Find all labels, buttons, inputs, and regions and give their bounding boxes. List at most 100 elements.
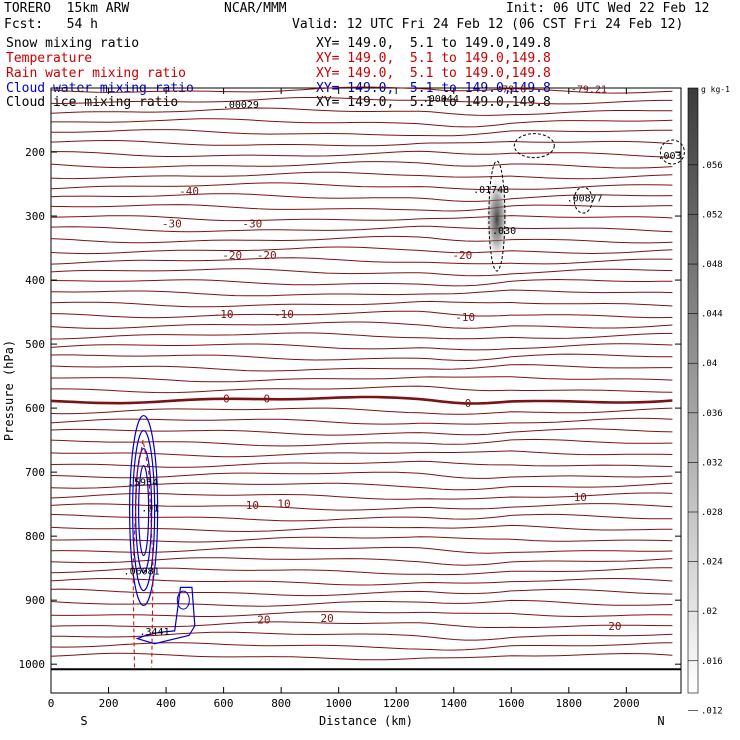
isotherm-line bbox=[50, 246, 673, 255]
isotherm-line bbox=[51, 129, 673, 137]
temperature-label: 10 bbox=[277, 497, 290, 510]
temperature-label: -20 bbox=[257, 249, 277, 262]
isotherm-line bbox=[50, 278, 673, 287]
isotherm-line bbox=[50, 225, 673, 233]
temperature-label: -20 bbox=[452, 249, 472, 262]
isotherm-line bbox=[50, 438, 673, 447]
colorbar-tick-label: .012 bbox=[701, 706, 723, 716]
cloudwater-contour bbox=[138, 464, 150, 557]
isotherm-line bbox=[50, 524, 673, 533]
isotherm-line bbox=[50, 321, 673, 329]
ice-contour bbox=[659, 139, 685, 165]
isotherm-line bbox=[50, 428, 673, 436]
isotherm-line bbox=[50, 171, 673, 180]
isotherm-line bbox=[50, 417, 673, 425]
temperature-label: -10 bbox=[455, 311, 475, 324]
y-tick-label: 600 bbox=[25, 402, 45, 415]
colorbar-tick-label: .052 bbox=[701, 210, 723, 220]
legend-rain-xy: XY= 149.0, 5.1 to 149.0,149.8 bbox=[316, 66, 551, 81]
ice-contour bbox=[573, 186, 593, 214]
legend-temp-xy: XY= 149.0, 5.1 to 149.0,149.8 bbox=[316, 51, 551, 66]
isotherm-line bbox=[50, 235, 673, 244]
x-tick-label: 1000 bbox=[325, 697, 352, 710]
isotherm-line bbox=[50, 139, 673, 147]
x-end-left: S bbox=[80, 714, 87, 728]
extremum-label: .01 bbox=[141, 503, 159, 514]
x-end-right: N bbox=[657, 714, 664, 728]
snow-core-shading bbox=[485, 177, 508, 262]
y-tick-label: 700 bbox=[25, 466, 45, 479]
extremum-label: .00877 bbox=[567, 193, 603, 204]
colorbar-tick-label: .048 bbox=[701, 260, 723, 270]
isotherm-line bbox=[50, 107, 673, 116]
extremum-label: .01748 bbox=[473, 185, 509, 196]
isotherm-line bbox=[51, 118, 673, 128]
temperature-label: 20 bbox=[608, 620, 621, 633]
legend-cloudice-xy: XY= 149.0, 5.1 to 149.0,149.8 bbox=[316, 95, 551, 110]
isotherm-line bbox=[50, 557, 673, 566]
isotherm-line bbox=[50, 353, 673, 362]
temperature-label: 10 bbox=[246, 499, 259, 512]
isotherm-line bbox=[50, 300, 673, 308]
temperature-label: 20 bbox=[321, 612, 334, 625]
temperature-label: -40 bbox=[179, 185, 199, 198]
temperature-label: -30 bbox=[162, 218, 182, 231]
isotherm-line bbox=[50, 161, 673, 169]
isotherm-line bbox=[50, 395, 673, 405]
colorbar-tick-label: .032 bbox=[701, 458, 723, 468]
x-tick-label: 600 bbox=[214, 697, 234, 710]
colorbar-tick-label: .04 bbox=[701, 359, 717, 369]
y-tick-label: 500 bbox=[25, 338, 45, 351]
y-tick-label: 800 bbox=[25, 530, 45, 543]
cloudwater-contour bbox=[129, 414, 159, 607]
x-tick-label: 0 bbox=[48, 697, 55, 710]
isotherm-line bbox=[50, 215, 673, 222]
legend-snow-xy: XY= 149.0, 5.1 to 149.0,149.8 bbox=[316, 36, 551, 51]
isotherm-line bbox=[51, 376, 673, 383]
isotherm-line bbox=[50, 332, 673, 340]
valid-time: Valid: 12 UTC Fri 24 Feb 12 (06 CST Fri … bbox=[292, 17, 684, 32]
cloudwater-contour bbox=[132, 429, 156, 592]
temperature-label: -10 bbox=[274, 308, 294, 321]
colorbar-tick-label: .016 bbox=[701, 657, 723, 667]
isotherm-line bbox=[50, 364, 673, 372]
extremum-label: .00044 bbox=[423, 94, 459, 105]
isotherm-line bbox=[50, 588, 673, 597]
forecast-hour: Fcst: 54 h bbox=[4, 17, 98, 32]
isotherm-line bbox=[50, 652, 673, 661]
isotherm-line bbox=[50, 546, 673, 554]
x-tick-label: 1200 bbox=[383, 697, 410, 710]
rainwater-contour bbox=[132, 440, 154, 668]
colorbar-tick-label: .056 bbox=[701, 161, 723, 171]
cloudwater-contour bbox=[176, 590, 190, 610]
isotherm-line bbox=[50, 599, 673, 607]
isotherm-line bbox=[50, 268, 673, 277]
isotherm-line bbox=[50, 642, 673, 651]
extremum-label: .06081 bbox=[124, 567, 160, 578]
org-title: NCAR/MMM bbox=[224, 1, 287, 16]
legend-temp-label: Temperature bbox=[6, 51, 93, 66]
isotherm-line bbox=[50, 471, 673, 479]
y-tick-label: 1000 bbox=[19, 658, 46, 671]
temperature-label: -10 bbox=[214, 308, 234, 321]
isotherm-line bbox=[50, 97, 673, 105]
x-tick-label: 2000 bbox=[613, 697, 640, 710]
x-tick-label: 1400 bbox=[440, 697, 467, 710]
extremum-label: -79.21 bbox=[571, 85, 607, 96]
isotherm-line bbox=[50, 577, 673, 586]
colorbar-tick-label: .036 bbox=[701, 409, 723, 419]
temperature-label: -20 bbox=[222, 249, 242, 262]
x-axis-title: Distance (km) bbox=[319, 714, 413, 728]
isotherm-line bbox=[50, 460, 673, 468]
extremum-label: .030 bbox=[492, 226, 516, 237]
temperature-label: 0 bbox=[465, 397, 472, 410]
temperature-label: 0 bbox=[263, 393, 270, 406]
isotherm-line bbox=[50, 513, 673, 522]
colorbar-tick-label: .028 bbox=[701, 508, 723, 518]
isotherm-line bbox=[50, 631, 673, 641]
isotherm-line bbox=[50, 407, 673, 415]
extremum-label: .00029 bbox=[223, 100, 259, 111]
model-title: TORERO 15km ARW bbox=[4, 1, 130, 16]
legend-rain-label: Rain water mixing ratio bbox=[6, 66, 187, 81]
